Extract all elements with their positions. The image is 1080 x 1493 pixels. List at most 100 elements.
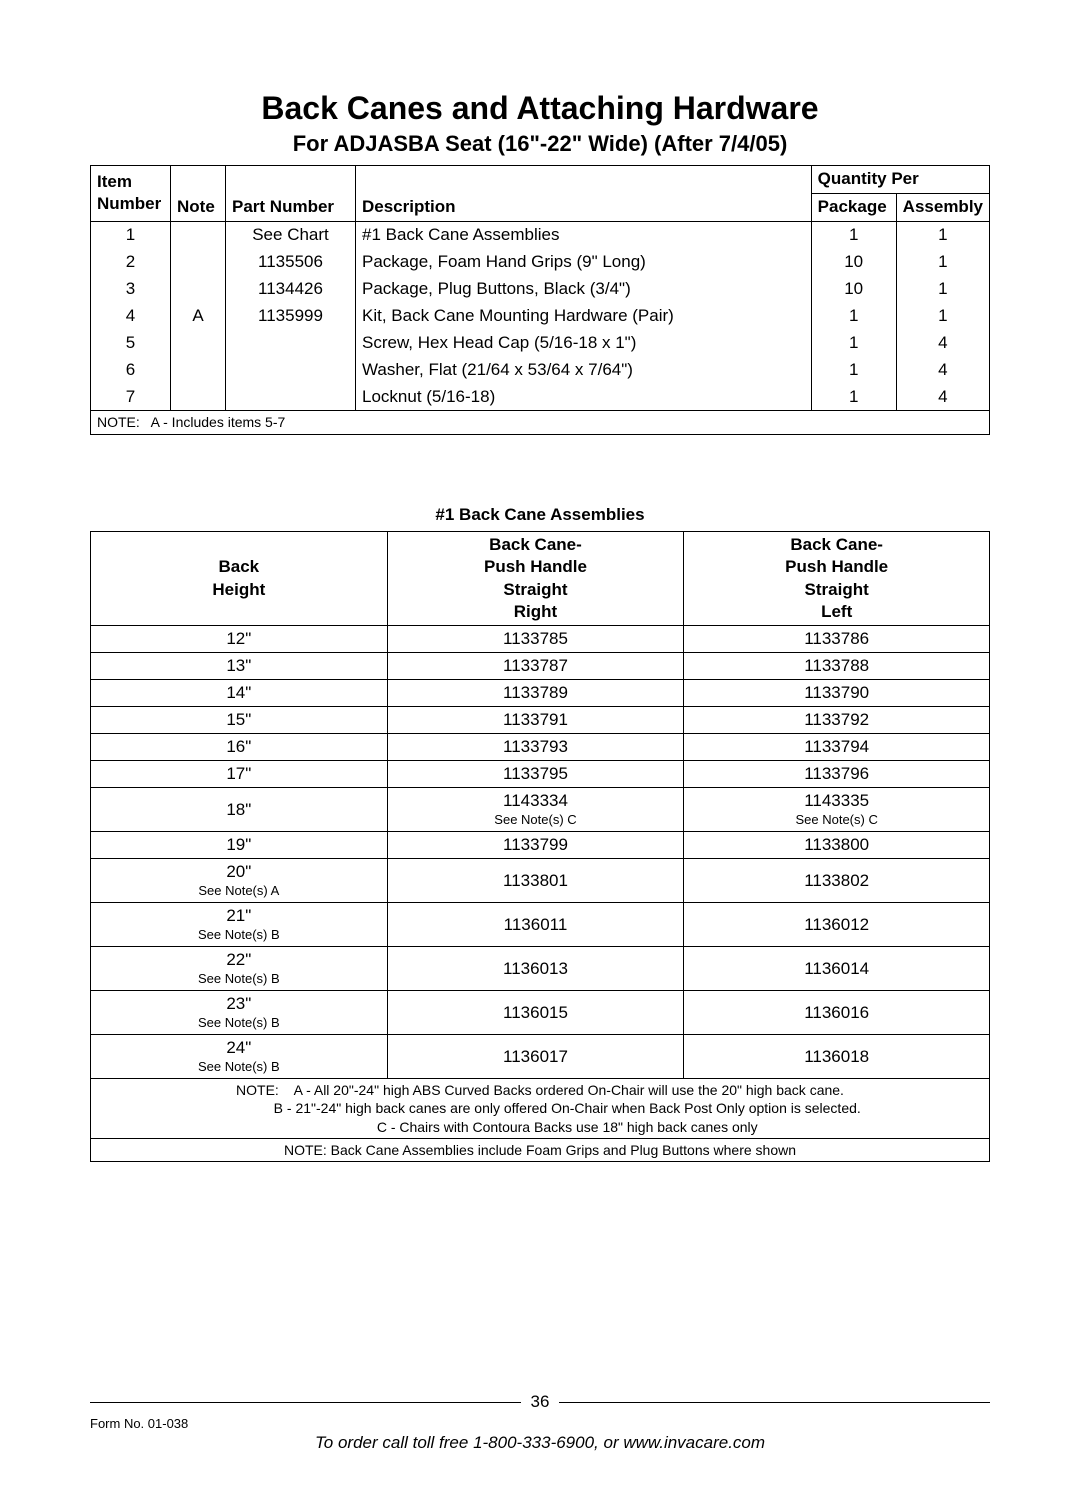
cell xyxy=(171,249,226,276)
col-part-number: Part Number xyxy=(226,166,356,222)
col-note: Note xyxy=(171,166,226,222)
cell: 21"See Note(s) B xyxy=(91,903,388,947)
cell: 2 xyxy=(91,249,171,276)
col-description: Description xyxy=(356,166,812,222)
cell: 7 xyxy=(91,384,171,411)
cell: 1133790 xyxy=(684,679,990,706)
cell xyxy=(171,276,226,303)
cell: 14" xyxy=(91,679,388,706)
cell: 1 xyxy=(811,330,896,357)
table-row: 21"See Note(s) B11360111136012 xyxy=(91,903,990,947)
notes-row: NOTE: A - All 20"-24" high ABS Curved Ba… xyxy=(91,1079,990,1139)
note-a: A - All 20"-24" high ABS Curved Backs or… xyxy=(294,1082,844,1098)
label: Item xyxy=(97,172,132,191)
cell: 1133788 xyxy=(684,652,990,679)
divider xyxy=(90,1402,521,1403)
divider xyxy=(559,1402,990,1403)
label: Back xyxy=(219,557,260,576)
cell xyxy=(171,357,226,384)
cell: 1133786 xyxy=(684,625,990,652)
cell: 1133801 xyxy=(387,859,684,903)
cell: A xyxy=(171,303,226,330)
cell: 23"See Note(s) B xyxy=(91,991,388,1035)
cell: 1 xyxy=(896,303,989,330)
cell: 4 xyxy=(896,357,989,384)
cell: 1 xyxy=(896,249,989,276)
table-row: 17"11337951133796 xyxy=(91,761,990,788)
cell: 1133794 xyxy=(684,734,990,761)
cell: Washer, Flat (21/64 x 53/64 x 7/64") xyxy=(356,357,812,384)
page-title: Back Canes and Attaching Hardware xyxy=(90,90,990,127)
cell: See Chart xyxy=(226,221,356,248)
cell: 1135506 xyxy=(226,249,356,276)
col-assembly: Assembly xyxy=(896,193,989,221)
cell: 1133791 xyxy=(387,706,684,733)
cell: Package, Plug Buttons, Black (3/4") xyxy=(356,276,812,303)
col-left: Back Cane- Push Handle Straight Left xyxy=(684,532,990,625)
cell: 1134426 xyxy=(226,276,356,303)
label: Number xyxy=(97,194,161,213)
cell: 1 xyxy=(811,384,896,411)
cell: 4 xyxy=(91,303,171,330)
footer: 36 Form No. 01-038 To order call toll fr… xyxy=(90,1392,990,1453)
note-b: B - 21"-24" high back canes are only off… xyxy=(274,1100,861,1116)
cell: 13" xyxy=(91,652,388,679)
table-row: 31134426Package, Plug Buttons, Black (3/… xyxy=(91,276,990,303)
col-qty-per: Quantity Per xyxy=(811,166,989,194)
cell: 1 xyxy=(896,276,989,303)
cell xyxy=(171,330,226,357)
col-right: Back Cane- Push Handle Straight Right xyxy=(387,532,684,625)
cell: 4 xyxy=(896,330,989,357)
label: Back Cane- xyxy=(489,535,582,554)
assemblies-title: #1 Back Cane Assemblies xyxy=(90,505,990,525)
cell: 6 xyxy=(91,357,171,384)
cell: 1133800 xyxy=(684,832,990,859)
cell: 20"See Note(s) A xyxy=(91,859,388,903)
table-row: 12"11337851133786 xyxy=(91,625,990,652)
page-number: 36 xyxy=(531,1392,550,1412)
label: Straight xyxy=(503,580,567,599)
cell: 1136012 xyxy=(684,903,990,947)
label: Right xyxy=(514,602,557,621)
table-row: 23"See Note(s) B11360151136016 xyxy=(91,991,990,1035)
cell: 1 xyxy=(811,303,896,330)
col-back-height: Back Height xyxy=(91,532,388,625)
cell: 1136018 xyxy=(684,1035,990,1079)
cell: 12" xyxy=(91,625,388,652)
cell: 1133796 xyxy=(684,761,990,788)
cell: 1 xyxy=(811,357,896,384)
table-row: 18"1143334See Note(s) C1143335See Note(s… xyxy=(91,788,990,832)
cell: 24"See Note(s) B xyxy=(91,1035,388,1079)
cell: 10 xyxy=(811,249,896,276)
col-item-number: Item Number xyxy=(91,166,171,222)
table-row: 19"11337991133800 xyxy=(91,832,990,859)
cell: #1 Back Cane Assemblies xyxy=(356,221,812,248)
order-line: To order call toll free 1-800-333-6900, … xyxy=(90,1433,990,1453)
col-package: Package xyxy=(811,193,896,221)
cell: 19" xyxy=(91,832,388,859)
cell: 16" xyxy=(91,734,388,761)
cell: 1133792 xyxy=(684,706,990,733)
table-row: 20"See Note(s) A11338011133802 xyxy=(91,859,990,903)
cell: 1136016 xyxy=(684,991,990,1035)
cell: 5 xyxy=(91,330,171,357)
cell: Screw, Hex Head Cap (5/16-18 x 1") xyxy=(356,330,812,357)
cell: 1143335See Note(s) C xyxy=(684,788,990,832)
cell xyxy=(171,384,226,411)
cell: 1136011 xyxy=(387,903,684,947)
table-row: 6 Washer, Flat (21/64 x 53/64 x 7/64")14 xyxy=(91,357,990,384)
cell: Kit, Back Cane Mounting Hardware (Pair) xyxy=(356,303,812,330)
table-note-row: NOTE: A - Includes items 5-7 xyxy=(91,411,990,435)
cell: 1 xyxy=(91,221,171,248)
cell: Package, Foam Hand Grips (9" Long) xyxy=(356,249,812,276)
assemblies-table: Back Height Back Cane- Push Handle Strai… xyxy=(90,531,990,1162)
table-row: 5 Screw, Hex Head Cap (5/16-18 x 1")14 xyxy=(91,330,990,357)
cell: 1136013 xyxy=(387,947,684,991)
cell: 1133789 xyxy=(387,679,684,706)
cell: Locknut (5/16-18) xyxy=(356,384,812,411)
cell: 1133785 xyxy=(387,625,684,652)
cell xyxy=(226,330,356,357)
note-c: C - Chairs with Contoura Backs use 18" h… xyxy=(377,1119,758,1135)
cell: 1 xyxy=(896,221,989,248)
label: Push Handle xyxy=(785,557,888,576)
